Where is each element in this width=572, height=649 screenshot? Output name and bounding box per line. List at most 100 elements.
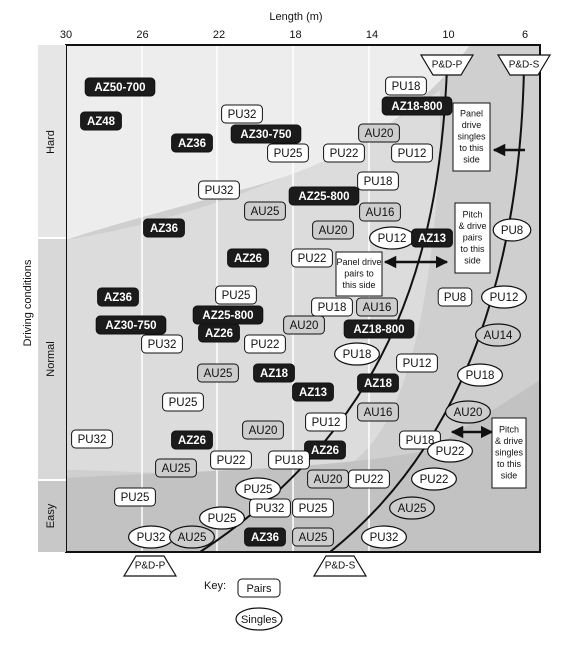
section-box-label: PU25 [244, 484, 273, 496]
pd-marker: P&D-S [312, 555, 368, 577]
section-box-pu25: PU25 [114, 487, 156, 507]
section-box-pu32: PU32 [198, 180, 240, 200]
section-box-label: AU16 [363, 302, 392, 314]
section-box-au25: AU25 [292, 527, 334, 547]
pd-marker-label: P&D-S [325, 561, 356, 572]
section-box-pu22: PU22 [427, 439, 474, 463]
annotation-text: singles [457, 131, 486, 141]
section-box-az26: AZ26 [304, 440, 346, 460]
section-box-au20: AU20 [242, 420, 284, 440]
section-box-label: PU18 [466, 370, 495, 382]
section-box-label: PU22 [217, 455, 246, 467]
section-box-label: AZ36 [251, 532, 279, 544]
pd-marker-label: P&D-P [135, 561, 166, 572]
annotation-text: side [464, 255, 481, 265]
x-tick-label: 22 [213, 29, 225, 41]
x-tick-label: 26 [136, 29, 148, 41]
section-box-label: PU32 [148, 339, 177, 351]
section-box-az13: AZ13 [411, 228, 453, 248]
annotation-text: pairs to [344, 268, 374, 278]
section-box-pu32: PU32 [361, 525, 408, 549]
annotation-text: to this [459, 143, 484, 153]
section-box-az48: AZ48 [80, 111, 122, 131]
pd-marker: P&D-S [496, 54, 552, 76]
x-tick-label: 18 [289, 29, 301, 41]
band-label-hard: Hard [45, 130, 57, 154]
section-box-au20: AU20 [307, 469, 349, 489]
section-box-pu18: PU18 [399, 430, 441, 450]
section-box-label: AU25 [251, 206, 280, 218]
section-box-pu12: PU12 [396, 353, 438, 373]
section-box-au20: AU20 [358, 123, 400, 143]
section-box-label: AZ18 [364, 378, 393, 390]
section-box-label: AZ26 [205, 328, 233, 340]
section-box-pu12: PU12 [369, 226, 416, 250]
pd-marker: P&D-P [122, 555, 178, 577]
section-box-az18: AZ18 [357, 373, 399, 393]
section-box-label: AZ36 [178, 138, 206, 150]
section-box-au16: AU16 [356, 297, 398, 317]
section-box-az26: AZ26 [198, 323, 240, 343]
section-box-label: AZ30-750 [105, 320, 156, 332]
section-box-label: PU22 [251, 339, 280, 351]
section-box-label: AU20 [314, 474, 343, 486]
section-box-label: AZ25-800 [298, 191, 349, 203]
section-box-label: PU18 [318, 302, 347, 314]
section-box-pu18: PU18 [385, 76, 427, 96]
section-box-pu18: PU18 [268, 450, 310, 470]
section-box-az18-800: AZ18-800 [381, 96, 453, 116]
section-box-label: AU25 [204, 368, 233, 380]
section-box-pu32: PU32 [249, 498, 291, 518]
section-box-label: PU22 [298, 253, 327, 265]
annotation-text: drive [462, 120, 482, 130]
annotation-text: side [463, 154, 480, 164]
section-box-label: AU25 [178, 532, 207, 544]
section-box-label: PU32 [137, 532, 166, 544]
section-box-label: AZ13 [299, 387, 327, 399]
annotation-text: to this [497, 459, 522, 469]
section-box-label: PU22 [330, 148, 359, 160]
section-box-label: PU18 [392, 81, 421, 93]
section-box-pu22: PU22 [210, 450, 252, 470]
annotation-text: & drive [495, 436, 523, 446]
section-box-az36: AZ36 [97, 287, 139, 307]
section-box-label: PU18 [343, 349, 372, 361]
section-box-label: AU20 [365, 128, 394, 140]
band-label-normal: Normal [45, 341, 57, 376]
section-box-label: AU20 [319, 225, 348, 237]
x-tick-label: 30 [60, 29, 72, 41]
section-box-au14: AU14 [475, 323, 522, 347]
section-box-label: AZ36 [150, 223, 178, 235]
section-box-label: AU16 [364, 407, 393, 419]
section-box-label: PU18 [275, 455, 304, 467]
section-box-label: PU12 [403, 358, 432, 370]
key-title: Key: [204, 580, 226, 592]
annotation-text: Pitch [499, 424, 519, 434]
section-box-label: PU25 [299, 503, 328, 515]
section-box-label: AZ13 [418, 233, 446, 245]
section-box-pu18: PU18 [457, 363, 504, 387]
pd-marker: P&D-P [419, 54, 475, 76]
x-axis-title: Length (m) [269, 11, 322, 23]
section-box-az13: AZ13 [292, 382, 334, 402]
section-box-pu18: PU18 [334, 342, 381, 366]
x-tick-label: 14 [366, 29, 378, 41]
section-box-label: PU32 [205, 185, 234, 197]
section-box-label: PU12 [398, 148, 427, 160]
key-singles-label: Singles [241, 614, 278, 626]
section-box-au25: AU25 [389, 496, 436, 520]
section-box-label: AU14 [484, 330, 513, 342]
section-box-label: AZ26 [234, 253, 262, 265]
annotation-text: to this [460, 244, 485, 254]
section-box-pu22: PU22 [323, 143, 365, 163]
section-box-label: AZ18-800 [353, 324, 404, 336]
section-box-au25: AU25 [169, 525, 216, 549]
section-box-pu25: PU25 [267, 143, 309, 163]
section-box-au20: AU20 [312, 220, 354, 240]
key-singles: Singles [235, 607, 283, 631]
band-panels [38, 45, 66, 552]
